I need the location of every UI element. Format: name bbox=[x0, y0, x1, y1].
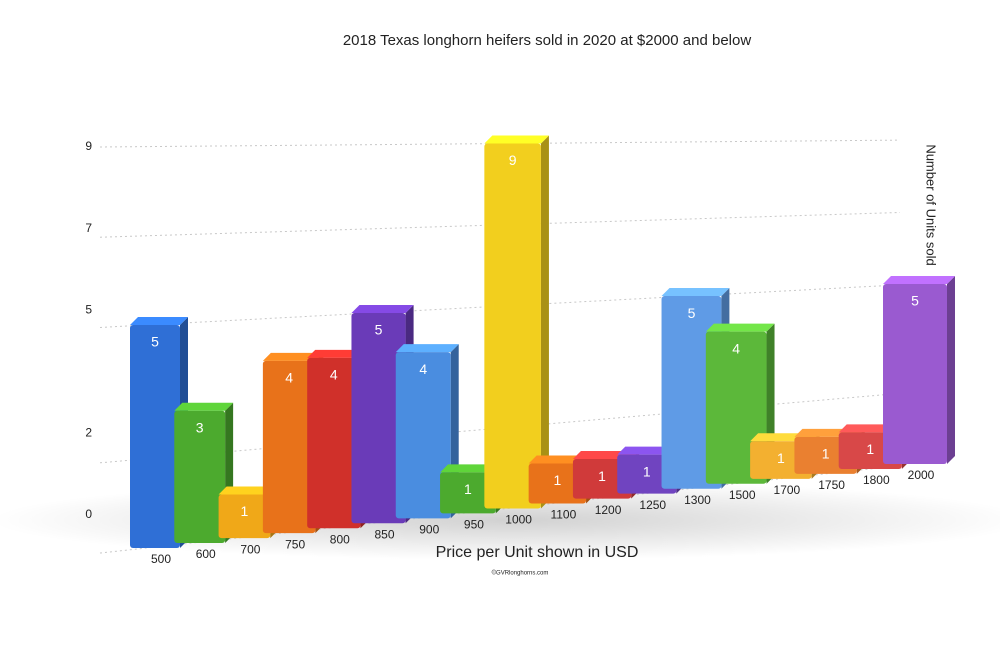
chart-title: 2018 Texas longhorn heifers sold in 2020… bbox=[343, 32, 752, 49]
x-tick-label: 850 bbox=[375, 527, 395, 541]
x-tick-label: 2000 bbox=[908, 468, 935, 482]
y-tick-label: 7 bbox=[85, 221, 92, 235]
value-label: 1 bbox=[241, 503, 249, 519]
value-label: 1 bbox=[777, 450, 785, 466]
x-tick-label: 600 bbox=[196, 547, 216, 561]
y-tick-label: 5 bbox=[85, 303, 92, 317]
value-label: 5 bbox=[151, 334, 159, 350]
bar-top bbox=[883, 276, 955, 284]
y-axis-label: Number of Units sold bbox=[924, 144, 939, 265]
value-label: 1 bbox=[553, 472, 561, 488]
bar bbox=[484, 143, 541, 509]
bar bbox=[130, 325, 180, 548]
y-tick-label: 0 bbox=[85, 507, 92, 521]
value-label: 4 bbox=[285, 370, 293, 386]
x-tick-label: 800 bbox=[330, 532, 350, 546]
bar bbox=[174, 410, 226, 544]
value-label: 4 bbox=[732, 340, 740, 356]
value-label: 1 bbox=[866, 441, 874, 457]
x-tick-label: 1750 bbox=[818, 478, 845, 492]
bar-top bbox=[705, 323, 775, 332]
bar bbox=[218, 494, 271, 539]
bar bbox=[572, 459, 632, 499]
value-label: 9 bbox=[509, 152, 517, 168]
bar bbox=[351, 312, 406, 524]
x-tick-label: 950 bbox=[464, 518, 484, 532]
x-tick-label: 1700 bbox=[774, 483, 801, 497]
bar bbox=[440, 472, 496, 514]
bar-top bbox=[130, 317, 188, 325]
x-tick-label: 1300 bbox=[684, 493, 711, 507]
bar-top bbox=[351, 304, 414, 313]
bar-side bbox=[540, 135, 549, 509]
value-label: 5 bbox=[911, 293, 919, 309]
x-axis-label: Price per Unit shown in USD bbox=[436, 544, 639, 561]
bar-top bbox=[395, 344, 459, 353]
bar bbox=[262, 360, 316, 534]
value-label: 3 bbox=[196, 419, 204, 435]
y-tick-label: 9 bbox=[85, 139, 92, 153]
x-tick-label: 1100 bbox=[550, 508, 576, 522]
bar-top bbox=[174, 402, 234, 411]
bar-side bbox=[947, 276, 955, 464]
value-label: 1 bbox=[598, 468, 606, 484]
bar bbox=[307, 357, 361, 529]
x-tick-label: 1250 bbox=[639, 498, 666, 512]
bar-top bbox=[484, 135, 549, 144]
bar bbox=[528, 463, 587, 504]
bar-group: 9 1000 bbox=[484, 135, 549, 527]
credit: ©GVRlonghorns.com bbox=[492, 570, 549, 577]
value-label: 5 bbox=[688, 305, 696, 321]
x-tick-label: 1500 bbox=[729, 488, 756, 502]
x-tick-label: 1000 bbox=[505, 513, 532, 527]
value-label: 1 bbox=[643, 463, 651, 479]
y-tick-label: 2 bbox=[85, 425, 92, 439]
x-tick-label: 500 bbox=[151, 552, 171, 566]
value-label: 5 bbox=[375, 322, 383, 338]
bar-top bbox=[661, 288, 730, 297]
x-tick-label: 900 bbox=[419, 523, 439, 537]
bar bbox=[883, 284, 947, 464]
x-tick-label: 750 bbox=[285, 537, 305, 551]
x-tick-label: 1200 bbox=[595, 503, 622, 517]
value-label: 4 bbox=[330, 367, 338, 383]
value-label: 1 bbox=[822, 446, 830, 462]
x-tick-label: 1800 bbox=[863, 473, 890, 487]
x-tick-label: 700 bbox=[240, 542, 260, 556]
value-label: 4 bbox=[419, 361, 427, 377]
bar bbox=[395, 352, 451, 519]
bar-group: 5 2000 bbox=[883, 276, 955, 482]
value-label: 1 bbox=[464, 481, 472, 497]
